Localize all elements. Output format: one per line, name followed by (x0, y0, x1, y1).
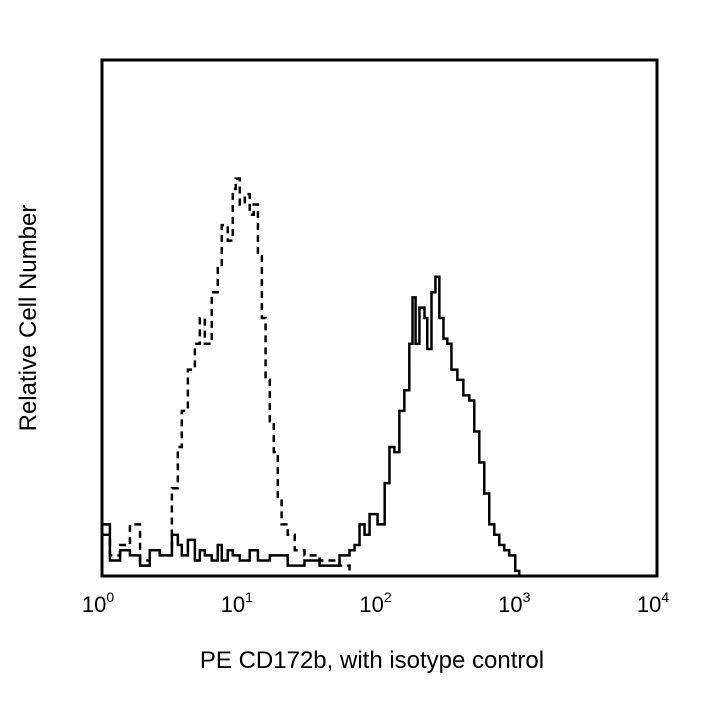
histogram-series-dashed (102, 177, 351, 571)
x-tick-label: 101 (221, 589, 253, 617)
x-tick-labels: 100 101 102 103 104 (82, 589, 669, 617)
x-tick-label: 100 (82, 589, 114, 617)
y-axis-label: Relative Cell Number (15, 205, 42, 432)
x-axis-label: PE CD172b, with isotype control (200, 647, 544, 674)
x-tick-label: 104 (637, 589, 669, 617)
x-tick-label: 103 (498, 589, 530, 617)
histogram-series-solid (102, 275, 521, 576)
plot-frame (100, 58, 659, 578)
x-tick-label: 102 (359, 589, 391, 617)
plot-area (102, 177, 521, 576)
